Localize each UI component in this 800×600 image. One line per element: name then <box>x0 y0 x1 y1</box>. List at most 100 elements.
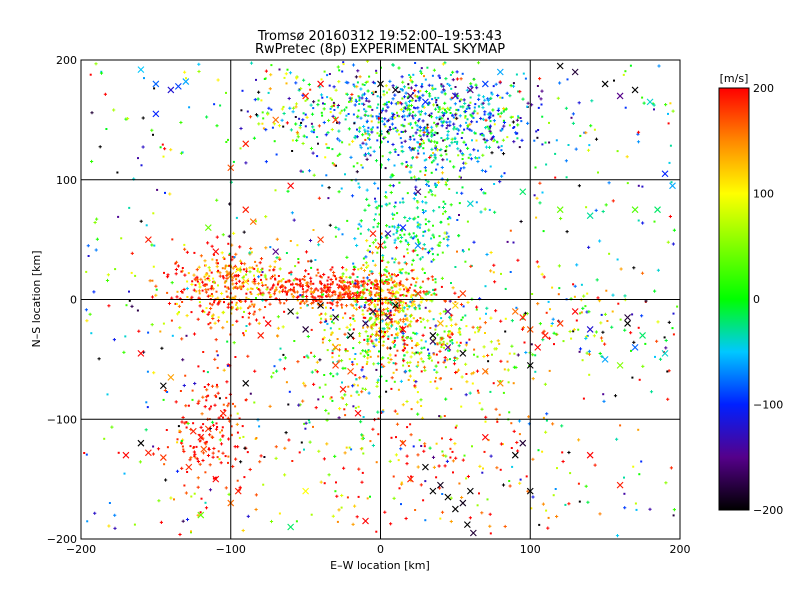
data-point <box>535 260 539 264</box>
data-point <box>269 288 272 291</box>
data-point <box>356 281 360 285</box>
data-point <box>584 484 588 488</box>
data-point <box>351 97 353 100</box>
data-point <box>213 357 217 361</box>
data-point-x-marker <box>481 367 489 375</box>
data-point <box>205 115 209 119</box>
data-point <box>483 321 487 325</box>
data-point <box>484 285 487 288</box>
data-point-x-marker <box>174 82 182 90</box>
data-point <box>355 378 358 381</box>
data-point <box>464 260 467 263</box>
data-point <box>341 381 343 384</box>
data-point <box>363 305 367 309</box>
data-point <box>448 349 451 352</box>
data-point <box>256 269 260 273</box>
data-point <box>103 437 106 440</box>
data-point <box>526 121 530 125</box>
data-point <box>432 68 436 72</box>
data-point <box>391 184 395 188</box>
data-point <box>352 347 355 350</box>
data-point <box>323 482 326 485</box>
data-point <box>410 408 413 411</box>
data-point <box>367 137 371 141</box>
data-point <box>634 502 637 505</box>
data-point <box>414 83 418 88</box>
data-point <box>162 322 165 325</box>
data-point <box>295 138 299 142</box>
data-point <box>262 316 265 319</box>
data-point <box>443 415 446 417</box>
data-point <box>502 106 506 111</box>
data-point <box>390 318 393 321</box>
data-point <box>361 280 364 283</box>
data-point <box>385 323 389 327</box>
data-point <box>473 348 476 351</box>
data-point <box>312 425 314 428</box>
data-point <box>270 108 273 111</box>
data-point <box>283 290 287 294</box>
data-point <box>239 126 243 131</box>
data-point <box>516 353 520 357</box>
data-point <box>269 246 272 249</box>
data-point <box>262 483 265 486</box>
data-point <box>151 452 155 456</box>
data-point <box>375 246 377 248</box>
data-point <box>244 161 248 165</box>
data-point <box>152 445 155 448</box>
data-point <box>370 332 374 337</box>
data-point <box>348 323 353 327</box>
data-point <box>232 402 234 405</box>
data-point <box>530 343 533 346</box>
data-point <box>331 281 334 283</box>
data-point <box>90 159 94 164</box>
data-point <box>367 391 371 395</box>
data-point <box>447 332 451 336</box>
data-point <box>283 446 287 450</box>
data-point <box>247 279 250 282</box>
data-point <box>462 140 466 144</box>
data-point <box>421 267 425 271</box>
data-point <box>538 95 540 98</box>
data-point <box>413 384 417 388</box>
data-point-x-marker <box>122 451 130 459</box>
data-point <box>376 95 379 98</box>
data-point <box>302 134 306 138</box>
data-point <box>580 311 583 314</box>
data-point <box>539 97 543 101</box>
data-point <box>130 271 133 274</box>
data-point <box>180 466 184 470</box>
data-point <box>290 273 293 276</box>
data-point <box>216 354 219 357</box>
data-point <box>667 122 670 125</box>
data-point <box>486 125 489 128</box>
data-point <box>460 318 463 321</box>
data-point-x-marker <box>197 511 205 519</box>
data-point <box>301 295 305 299</box>
data-point <box>472 371 476 375</box>
data-point <box>444 150 447 153</box>
data-point <box>305 294 309 299</box>
data-point <box>417 152 420 155</box>
data-point <box>266 286 269 289</box>
data-point <box>489 120 492 123</box>
data-point <box>326 74 329 77</box>
data-point <box>323 103 326 105</box>
data-point <box>208 488 213 492</box>
data-point <box>424 89 428 94</box>
data-point <box>231 266 235 270</box>
data-point <box>473 109 477 113</box>
data-point <box>603 342 607 346</box>
data-point <box>347 385 350 388</box>
data-point <box>367 203 371 207</box>
data-point <box>200 412 204 416</box>
data-point <box>389 309 392 312</box>
data-point <box>406 219 409 222</box>
data-point <box>368 317 372 321</box>
data-point <box>441 453 445 457</box>
data-point <box>282 125 285 128</box>
data-point-x-marker <box>496 68 504 76</box>
data-point <box>464 115 467 118</box>
data-point <box>308 440 312 444</box>
data-point <box>508 411 511 414</box>
